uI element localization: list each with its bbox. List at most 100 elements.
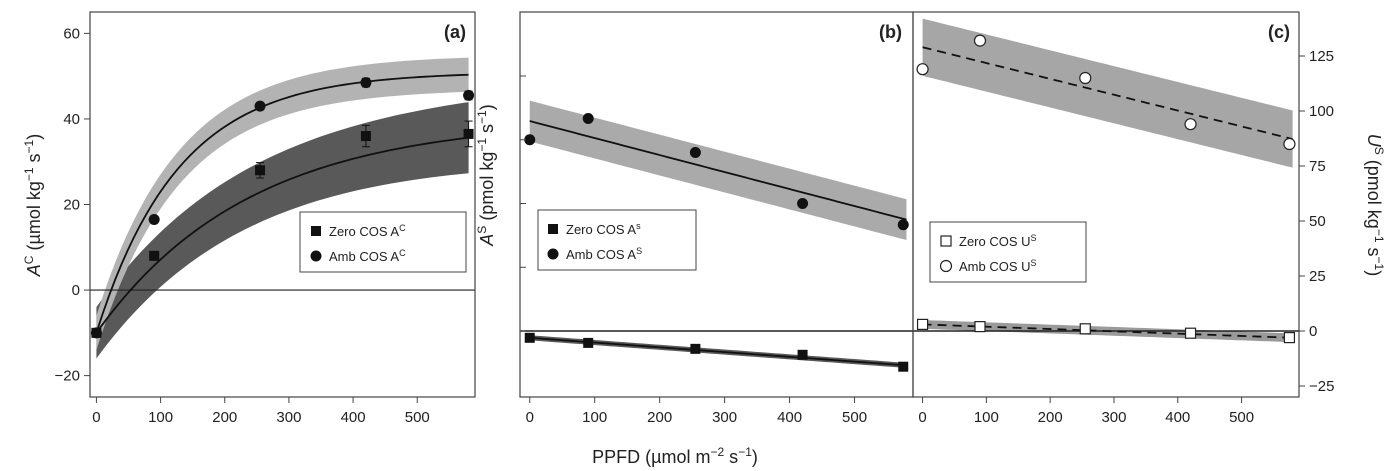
b-x-tick-label: 0: [526, 409, 534, 426]
panel-a-legend-marker-amb: [310, 250, 322, 262]
b-point-square: [797, 349, 808, 360]
a-point-circle: [148, 213, 160, 225]
c-x-tick-label: 0: [918, 409, 926, 426]
panel-b-legend-box: [537, 209, 697, 271]
panel-a-letter: (a): [444, 22, 466, 42]
panel-c-confidence-bands: [922, 18, 1293, 343]
a-y-tick-label: 40: [63, 111, 80, 128]
panel-a-data-points: [90, 77, 475, 339]
panel-a-legend-amb-label: Amb COS AC: [329, 248, 406, 264]
b-point-circle: [582, 113, 594, 124]
c-y-tick-label: 50: [1309, 213, 1326, 230]
a-y-tick-label: 20: [63, 197, 80, 214]
c-y-tick-label: 75: [1309, 158, 1326, 175]
panel-b-legend-marker-amb: [547, 248, 559, 260]
c-y-tick-label: 100: [1309, 103, 1334, 120]
b-x-tick-label: 200: [647, 409, 672, 426]
panel-c-legend: Zero COS US Amb COS US: [929, 221, 1087, 283]
panel-c-y-axis-label: US (pmol kg−1 s−1): [1364, 134, 1386, 276]
panel-a-fit-curves: [95, 73, 469, 334]
c-x-tick-label: 400: [1165, 409, 1190, 426]
a-y-tick-label: 60: [63, 25, 80, 42]
panel-c-data-points: [916, 34, 1296, 344]
b-x-tick-label: 300: [712, 409, 737, 426]
c-x-tick-label: 100: [974, 409, 999, 426]
b-fit-line-1: [529, 120, 907, 221]
c-point-open-square: [916, 318, 929, 330]
b-point-circle: [897, 219, 909, 231]
a-x-tick-label: 0: [92, 409, 100, 426]
a-point-square: [463, 128, 474, 139]
panel-c-legend-box: [929, 221, 1087, 283]
panel-c-legend-marker-zero: [940, 235, 952, 247]
panel-a-legend-zero-label: Zero COS AC: [329, 223, 406, 239]
panel-b-legend: Zero COS As Amb COS AS: [537, 209, 697, 271]
a-point-circle: [254, 100, 266, 112]
b-point-square: [524, 332, 535, 343]
c-point-open-square: [1283, 332, 1296, 344]
c-point-open-square: [1079, 323, 1091, 335]
panel-c-letter: (c): [1268, 22, 1290, 42]
panel-a-legend-marker-zero: [311, 226, 321, 236]
panel-c-frame: [912, 11, 1300, 398]
panel-a-legend-box: [299, 211, 467, 273]
c-point-open-circle: [1079, 71, 1092, 85]
b-x-tick-label: 400: [777, 409, 802, 426]
panel-c: 0 100 200 300 400 500 −25 0 25 50 75 100 125 (c) US…: [912, 11, 1386, 426]
a-point-circle: [360, 77, 372, 89]
b-x-tick-label: 500: [842, 409, 867, 426]
c-point-open-circle: [1184, 118, 1197, 131]
shared-x-axis-label: PPFD (µmol m−2 s−1): [592, 445, 758, 467]
c-fit-line-1: [922, 46, 1293, 140]
panel-b: 0 100 200 300 400 500 (b) AS (pmol kg−1 s−1) …: [475, 11, 914, 426]
a-y-tick-label: 0: [72, 282, 80, 299]
panel-c-legend-marker-amb: [939, 259, 953, 273]
b-point-square: [690, 343, 701, 354]
panel-a: 0 100 200 300 400 500 −20 0 20 40 60 (a) AC (µmol…: [22, 11, 476, 426]
a-point-circle: [90, 327, 102, 339]
a-y-tick-label: −20: [55, 368, 80, 385]
panel-b-x-ticks: 0 100 200 300 400 500: [526, 397, 867, 426]
b-point-circle: [797, 198, 809, 209]
panel-b-legend-marker-zero: [548, 224, 558, 234]
b-point-circle: [689, 147, 701, 158]
panel-a-y-ticks: −20 0 20 40 60: [55, 25, 90, 385]
a-band-1: [96, 57, 469, 350]
a-fit-line-1: [95, 73, 469, 334]
panel-b-legend-amb-label: Amb COS AS: [566, 246, 642, 262]
panel-c-x-ticks: 0 100 200 300 400 500: [918, 397, 1254, 426]
panel-c-legend-zero-label: Zero COS US: [959, 233, 1037, 249]
c-x-tick-label: 500: [1229, 409, 1254, 426]
a-x-tick-label: 100: [148, 409, 173, 426]
b-point-square: [583, 337, 594, 348]
a-point-square: [255, 165, 266, 176]
c-point-open-circle: [916, 63, 929, 76]
a-point-square: [149, 250, 160, 261]
a-point-circle: [463, 89, 475, 101]
a-x-tick-label: 400: [341, 409, 366, 426]
panel-a-legend: Zero COS AC Amb COS AC: [299, 211, 467, 273]
a-point-square: [360, 131, 371, 142]
c-y-tick-label: 0: [1309, 323, 1317, 340]
c-point-open-circle: [1283, 137, 1296, 151]
c-point-open-circle: [973, 34, 987, 47]
c-point-open-square: [1184, 327, 1197, 339]
b-point-square: [898, 361, 909, 372]
a-band-0: [96, 102, 469, 359]
a-x-tick-label: 300: [276, 409, 301, 426]
c-band-1: [922, 18, 1293, 168]
panel-a-x-ticks: 0 100 200 300 400 500: [92, 397, 430, 426]
a-fit-line-0: [95, 136, 469, 334]
b-x-tick-label: 100: [582, 409, 607, 426]
panel-b-letter: (b): [879, 22, 902, 42]
c-y-tick-label: 125: [1309, 48, 1334, 65]
c-y-tick-label: 25: [1309, 268, 1326, 285]
panel-b-legend-zero-label: Zero COS As: [566, 221, 641, 237]
c-x-tick-label: 200: [1038, 409, 1063, 426]
panel-a-y-axis-label: AC (µmol kg−1 s−1): [22, 134, 44, 277]
c-point-open-square: [974, 321, 986, 333]
panel-b-data-points: [524, 113, 909, 372]
b-point-circle: [524, 134, 536, 146]
c-y-tick-label: −25: [1309, 378, 1334, 395]
